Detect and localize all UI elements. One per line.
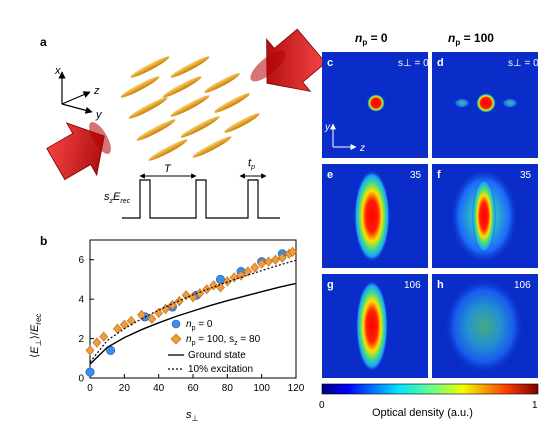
image-panel-h: h 106 <box>432 274 538 378</box>
image-panel-d-letter: d <box>437 57 444 69</box>
lattice-rods <box>120 56 260 161</box>
image-panel-f: f 35 <box>432 164 538 268</box>
data-point-np100 <box>243 266 253 277</box>
axis-y-label: y <box>95 109 103 121</box>
coordinate-axes: x z y <box>54 65 103 121</box>
x-axis-label: s⊥ <box>186 409 199 423</box>
image-panel-f-value: 35 <box>520 170 532 181</box>
plot-area: 0 20 40 60 80 100 120 0 2 4 6 <box>78 239 305 394</box>
legend-entry-np100: np = 100, sz = 80 <box>186 334 261 347</box>
data-point-np100 <box>99 331 109 342</box>
data-point-np100 <box>92 337 102 348</box>
data-point-np100 <box>229 272 239 283</box>
image-panel-g-value: 106 <box>404 280 421 291</box>
data-point-np100 <box>216 282 225 293</box>
panel-b: b 0 20 40 60 80 100 120 0 2 4 6 ⟨E⊥⟩/Erec s⊥ np = … <box>29 234 305 423</box>
y-axis-label: ⟨E⊥⟩/Erec <box>29 314 43 358</box>
colorbar-min: 0 <box>319 400 325 411</box>
data-point-np0 <box>85 367 95 377</box>
x-tick-label-60: 60 <box>187 383 199 394</box>
image-panel-e-value: 35 <box>410 170 422 181</box>
series-line-ground-state <box>89 282 297 365</box>
y-tick-label-0: 0 <box>78 374 84 385</box>
image-panel-g-letter: g <box>327 279 334 291</box>
laser-arrow-bottom-left <box>46 122 111 181</box>
x-tick-label-0: 0 <box>87 383 93 394</box>
y-tick-label-2: 2 <box>78 334 84 345</box>
legend-entry-excitation: 10% excitation <box>188 364 253 375</box>
column-header-np100: np = 100 <box>448 31 494 47</box>
axis-x-label: x <box>54 65 61 77</box>
image-panel-g: g 106 <box>322 274 428 378</box>
image-panel-c-value: s⊥ = 0 <box>398 58 429 69</box>
image-panel-e: e 35 <box>322 164 428 268</box>
image-axis-y: y <box>324 122 331 133</box>
data-point-np100 <box>257 258 267 269</box>
legend-entry-ground: Ground state <box>188 350 246 361</box>
image-panel-d: d s⊥ = 0 <box>432 52 539 158</box>
column-header-np0: np = 0 <box>355 31 388 47</box>
image-grid: np = 0 np = 100 c s⊥ = 0 y z d s⊥ = 0 e <box>319 31 539 419</box>
data-point-np100 <box>202 284 212 295</box>
image-panel-c: c s⊥ = 0 y z <box>322 52 429 158</box>
x-tick-label-120: 120 <box>288 383 305 394</box>
data-point-np100 <box>113 323 122 334</box>
data-point-np100 <box>174 296 184 307</box>
series-line-excitation <box>89 259 297 363</box>
data-point-np100 <box>85 345 95 356</box>
data-point-np100 <box>188 292 198 303</box>
x-tick-label-20: 20 <box>119 383 131 394</box>
data-point-np100 <box>147 313 157 324</box>
image-panel-h-letter: h <box>437 279 444 291</box>
y-tick-label-6: 6 <box>78 255 84 266</box>
pulse-width-label: tp <box>248 157 255 171</box>
image-panel-f-letter: f <box>437 169 441 181</box>
legend-marker-circle <box>171 319 181 329</box>
legend-marker-diamond <box>170 333 182 345</box>
data-point-np100 <box>209 280 219 291</box>
panel-a: a x z y <box>40 28 327 219</box>
data-point-np100 <box>154 307 164 318</box>
data-point-np100 <box>195 288 205 299</box>
data-point-np100 <box>126 315 136 326</box>
colorbar-label: Optical density (a.u.) <box>372 407 473 419</box>
legend: np = 0 np = 100, sz = 80 Ground state 10… <box>168 319 261 375</box>
image-axis-z: z <box>359 143 365 154</box>
panel-a-letter: a <box>40 35 47 49</box>
data-point-np100 <box>277 252 287 263</box>
data-point-np100 <box>181 290 191 301</box>
panel-b-letter: b <box>40 234 47 248</box>
image-panel-h-value: 106 <box>514 280 531 291</box>
image-panel-e-letter: e <box>327 169 333 181</box>
data-point-np100 <box>250 262 260 273</box>
axis-z-label: z <box>93 85 100 97</box>
colorbar: 0 1 Optical density (a.u.) <box>319 383 539 419</box>
data-point-np100 <box>236 270 246 281</box>
image-panel-d-value: s⊥ = 0 <box>508 58 539 69</box>
data-point-np100 <box>270 254 280 265</box>
pulse-sequence: T tp szErec <box>104 157 280 219</box>
data-point-np100 <box>119 319 129 330</box>
data-point-np100 <box>167 300 177 311</box>
laser-arrow-top-right <box>250 28 327 92</box>
image-panel-c-letter: c <box>327 57 333 69</box>
colorbar-max: 1 <box>532 400 538 411</box>
legend-entry-np0: np = 0 <box>186 319 213 332</box>
x-tick-label-100: 100 <box>253 383 270 394</box>
data-point-np100 <box>264 256 273 267</box>
x-tick-label-40: 40 <box>153 383 165 394</box>
x-tick-label-80: 80 <box>222 383 234 394</box>
y-tick-label-4: 4 <box>78 295 84 306</box>
period-label: T <box>164 163 172 175</box>
data-point-np100 <box>288 246 297 257</box>
pulse-height-label: szErec <box>104 191 131 205</box>
